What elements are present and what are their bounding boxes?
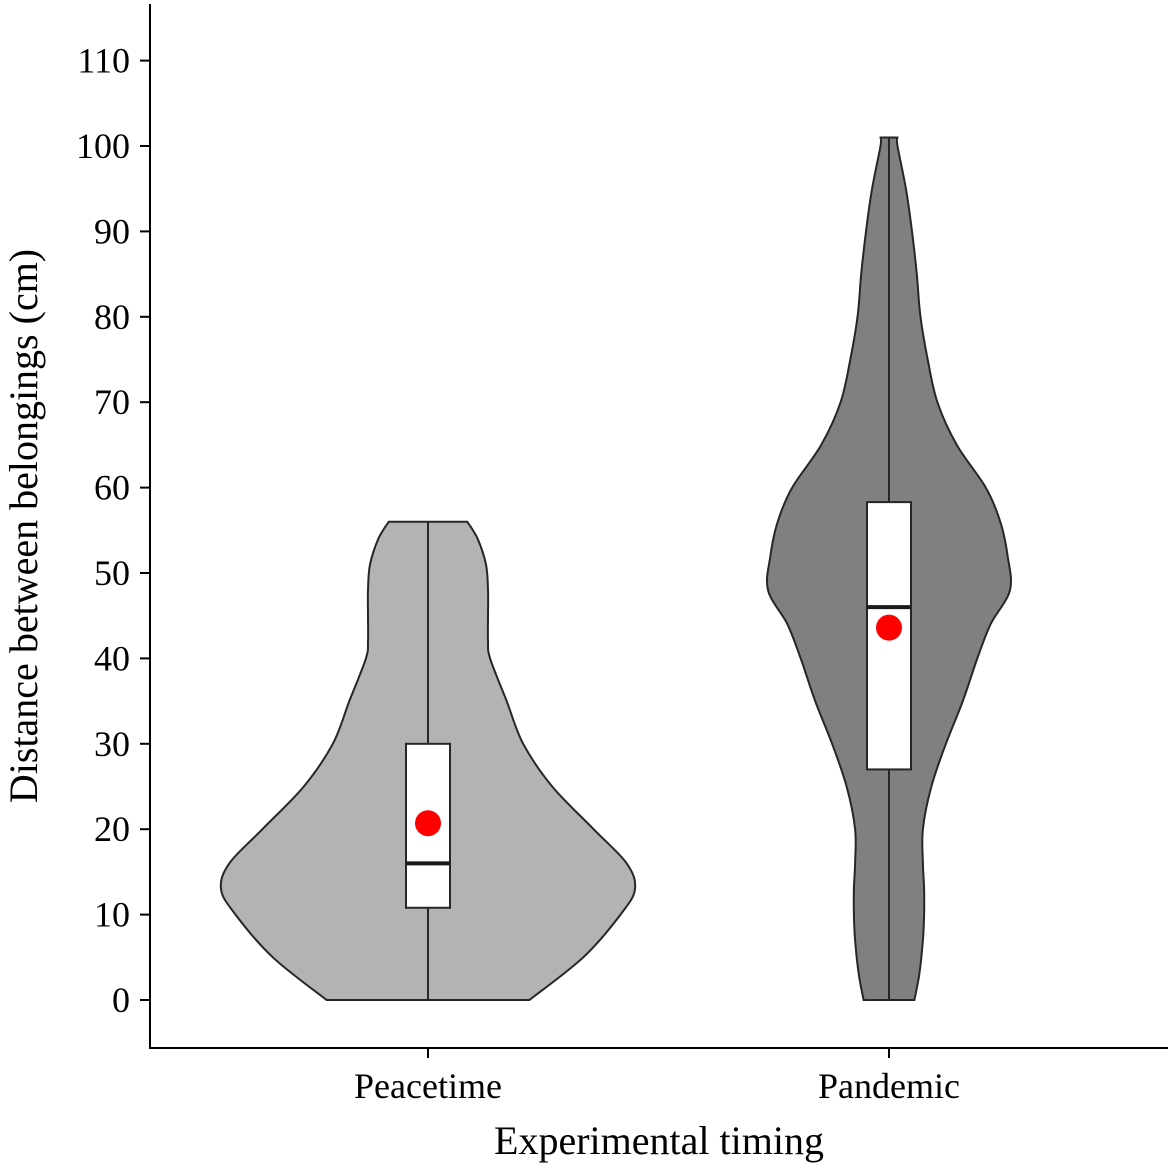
x-tick-label-peacetime: Peacetime [354, 1066, 502, 1106]
x-axis-title: Experimental timing [494, 1118, 824, 1163]
axes [149, 4, 1168, 1049]
y-tick-label-40: 40 [94, 638, 130, 678]
y-tick-label-60: 60 [94, 468, 130, 508]
mean-point-peacetime [415, 810, 441, 837]
y-tick-label-50: 50 [94, 553, 130, 593]
y-tick-label-30: 30 [94, 724, 130, 764]
violin-layer [219, 136, 1013, 1001]
x-ticks: Peacetime Pandemic [354, 1048, 960, 1106]
y-tick-label-20: 20 [94, 809, 130, 849]
y-axis-title: Distance between belongings (cm) [1, 249, 46, 803]
y-tick-label-110: 110 [77, 41, 130, 81]
y-ticks: 0 10 20 30 40 50 60 70 80 90 100 110 [76, 41, 150, 1020]
mean-point-pandemic [876, 614, 902, 641]
y-tick-label-70: 70 [94, 382, 130, 422]
y-tick-label-100: 100 [76, 126, 130, 166]
y-tick-label-90: 90 [94, 211, 130, 251]
x-tick-label-pandemic: Pandemic [818, 1066, 960, 1106]
y-tick-label-80: 80 [94, 297, 130, 337]
y-tick-label-10: 10 [94, 895, 130, 935]
y-tick-label-0: 0 [112, 980, 130, 1020]
